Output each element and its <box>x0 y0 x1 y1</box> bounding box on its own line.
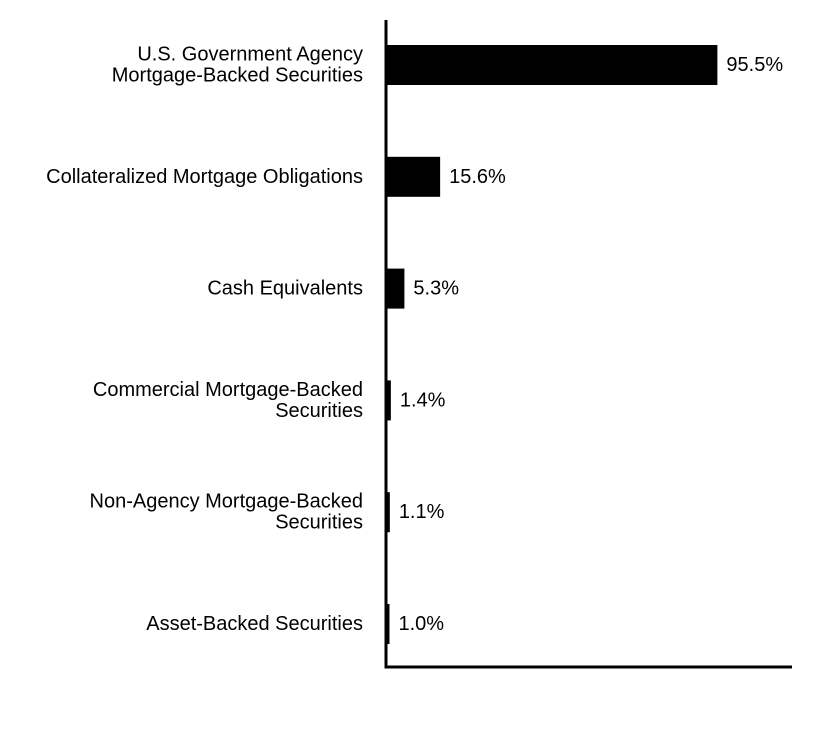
value-label-3: 1.4% <box>400 389 446 411</box>
bar-2 <box>386 268 405 309</box>
category-label-line: Securities <box>275 400 363 422</box>
value-label-4: 1.1% <box>399 501 445 523</box>
category-label-line: Asset-Backed Securities <box>146 613 363 635</box>
bar-5 <box>386 604 390 644</box>
category-label-line: Non-Agency Mortgage-Backed <box>90 491 363 513</box>
value-label-2: 5.3% <box>413 278 459 300</box>
category-label-1: Collateralized Mortgage Obligations <box>46 166 363 188</box>
category-label-line: U.S. Government Agency <box>137 44 363 66</box>
category-label-line: Securities <box>275 512 363 534</box>
bar-3 <box>386 380 391 421</box>
category-label-line: Mortgage-Backed Securities <box>112 65 363 87</box>
category-label-line: Commercial Mortgage-Backed <box>93 379 363 401</box>
value-label-0: 95.5% <box>726 54 783 76</box>
category-label-line: Collateralized Mortgage Obligations <box>46 166 363 188</box>
bar-4 <box>386 492 390 533</box>
value-label-1: 15.6% <box>449 166 506 188</box>
bars-group <box>386 45 718 644</box>
category-labels-group: U.S. Government Agency Mortgage-Backed Se… <box>46 44 363 636</box>
bar-0 <box>386 45 718 85</box>
category-label-5: Asset-Backed Securities <box>146 613 363 635</box>
value-labels-group: 95.5% 15.6% 5.3% 1.4% 1.1% 1.0% <box>398 54 783 635</box>
value-label-5: 1.0% <box>398 613 444 635</box>
category-label-4: Non-Agency Mortgage-Backed Securities <box>90 491 363 534</box>
bar-1 <box>386 156 441 197</box>
category-label-line: Cash Equivalents <box>207 278 363 300</box>
category-label-0: U.S. Government Agency Mortgage-Backed Se… <box>112 44 363 87</box>
category-label-3: Commercial Mortgage-Backed Securities <box>93 379 363 422</box>
category-label-2: Cash Equivalents <box>207 278 363 300</box>
